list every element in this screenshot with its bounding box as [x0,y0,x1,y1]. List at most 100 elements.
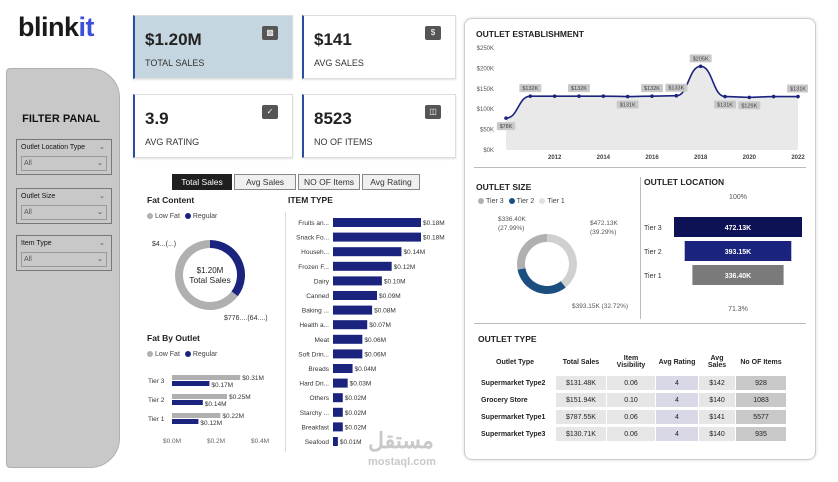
data-label: $0.03M [350,381,372,388]
slicer-outlet-location-type[interactable]: Outlet Location Type ⌄ All ⌄ [16,139,112,175]
tab-avg-rating[interactable]: Avg Rating [362,174,420,190]
category-label: Health a... [299,322,329,329]
category-label: Soft Drin... [298,351,329,358]
legend-tier-1: Tier 1 [547,198,565,205]
slicer-dropdown[interactable]: All ⌄ [21,156,107,171]
cell-no-of-items: 5577 [736,410,786,424]
tick-label: $250K [477,46,494,52]
data-label: $0.09M [379,293,401,300]
kpi-card-avg-sales[interactable]: $141 AVG SALES $ [302,15,456,79]
bar [333,276,382,286]
data-point [771,94,776,99]
data-label: 336.40K [725,273,751,280]
tick-label: 2018 [694,155,708,161]
column-header[interactable]: Item Visibility [616,355,646,369]
tab-avg-sales[interactable]: Avg Sales [234,174,296,190]
kpi-value: 3.9 [145,109,169,128]
category-label: Tier 1 [644,273,662,280]
money-bag-icon: $ [425,26,441,40]
table-row[interactable]: Supermarket Type2 $131.48K 0.06 4 $142 9… [475,376,786,390]
chevron-down-icon[interactable]: ⌄ [97,209,103,216]
category-label: Dairy [314,278,330,285]
kpi-card-total-sales[interactable]: $1.20M TOTAL SALES ▩ [133,15,293,79]
tick-label: $0K [483,148,494,154]
table-row[interactable]: Supermarket Type1 $787.55K 0.06 4 $141 5… [475,410,786,424]
bar-low-fat [172,375,241,380]
category-label: Meat [315,337,330,344]
column-header[interactable]: No OF Items [740,358,782,366]
bar [333,393,343,403]
data-label: $0.14M [205,401,227,408]
data-label-bg [689,54,712,63]
bar-low-fat [172,394,227,399]
column-header[interactable]: Avg Sales [707,355,727,369]
slicer-dropdown[interactable]: All ⌄ [21,205,107,220]
kpi-value: $1.20M [145,30,202,49]
category-label: Breads [308,366,329,373]
chevron-down-icon[interactable]: ⌄ [99,144,105,151]
cell-item-visibility: 0.06 [607,410,655,424]
cell-outlet-type: Grocery Store [481,396,528,404]
slice-tier-1 [547,234,577,288]
slicer-outlet-size[interactable]: Outlet Size ⌄ All ⌄ [16,188,112,224]
data-label: $132K [644,86,660,92]
cell-avg-sales: $140 [699,393,735,407]
funnel-bar [684,241,792,261]
table-row[interactable]: Supermarket Type3 $130.71K 0.06 4 $140 9… [475,427,786,441]
item-type-bar-chart: Fruits an... $0.18M Snack Fo... $0.18M House… [285,212,445,452]
tick-label: $0.4M [251,438,269,445]
slicer-value: All [24,256,32,263]
data-label: $0.17M [211,382,233,389]
data-label: $0.18M [423,220,445,227]
kpi-card-avg-rating[interactable]: 3.9 AVG RATING ✓ [133,94,293,158]
column-header[interactable]: Outlet Type [496,358,534,366]
data-point [674,93,679,98]
tab-total-sales[interactable]: Total Sales [172,174,232,190]
fat-content-title: Fat Content [147,195,195,205]
legend-regular: Regular [192,213,218,220]
data-point [650,94,654,98]
funnel-bottom-pct: 71.3% [728,306,748,313]
bar [333,349,363,359]
data-point [625,94,630,99]
chevron-down-icon[interactable]: ⌄ [97,160,103,167]
cell-outlet-type: Supermarket Type2 [481,379,546,387]
column-header[interactable]: Avg Rating [658,358,696,366]
funnel-top-pct: 100% [729,194,747,201]
category-label: Tier 1 [148,416,165,423]
category-label: Househ... [301,249,329,256]
cell-total-sales: $151.94K [556,393,606,407]
slice-label-tier-1: $472.13K [590,220,618,227]
column-header[interactable]: Total Sales [562,358,600,366]
data-label: $0.02M [345,395,367,402]
category-label: Tier 3 [148,378,165,385]
area-fill [506,66,798,150]
data-label: $0.14M [403,249,425,256]
chevron-down-icon[interactable]: ⌄ [99,193,105,200]
table-row[interactable]: Grocery Store $151.94K 0.10 4 $140 1083 [475,393,786,407]
data-point [601,94,606,98]
cell-avg-sales: $142 [699,376,735,390]
data-label: $0.22M [222,413,244,420]
category-label: Starchy ... [300,410,329,417]
data-label-bg [641,84,663,93]
chevron-down-icon[interactable]: ⌄ [97,256,103,263]
data-label: $0.08M [374,308,396,315]
watermark-arabic: مستقل [368,428,434,453]
cell-no-of-items: 928 [736,376,786,390]
slicer-dropdown[interactable]: All ⌄ [21,252,107,267]
watermark-latin: mostaql.com [368,456,436,468]
slicer-label: Item Type [21,240,52,247]
fat-by-outlet-bar-chart: Tier 3 $0.31M $0.17M Tier 2 $0.25M$0.14M Tier… [148,375,269,445]
slicer-item-type[interactable]: Item Type ⌄ All ⌄ [16,235,112,271]
bar-low-fat [172,413,221,418]
legend-swatch [147,213,153,220]
slicer-value: All [24,209,32,216]
kpi-card-no-of-items[interactable]: 8523 NO OF ITEMS ◫ [302,94,456,158]
tick-label: $200K [477,66,494,72]
tab-no-of-items[interactable]: NO OF Items [298,174,360,190]
data-label: $0.04M [355,366,377,373]
cell-avg-rating: 4 [656,376,698,390]
chevron-down-icon[interactable]: ⌄ [99,240,105,247]
